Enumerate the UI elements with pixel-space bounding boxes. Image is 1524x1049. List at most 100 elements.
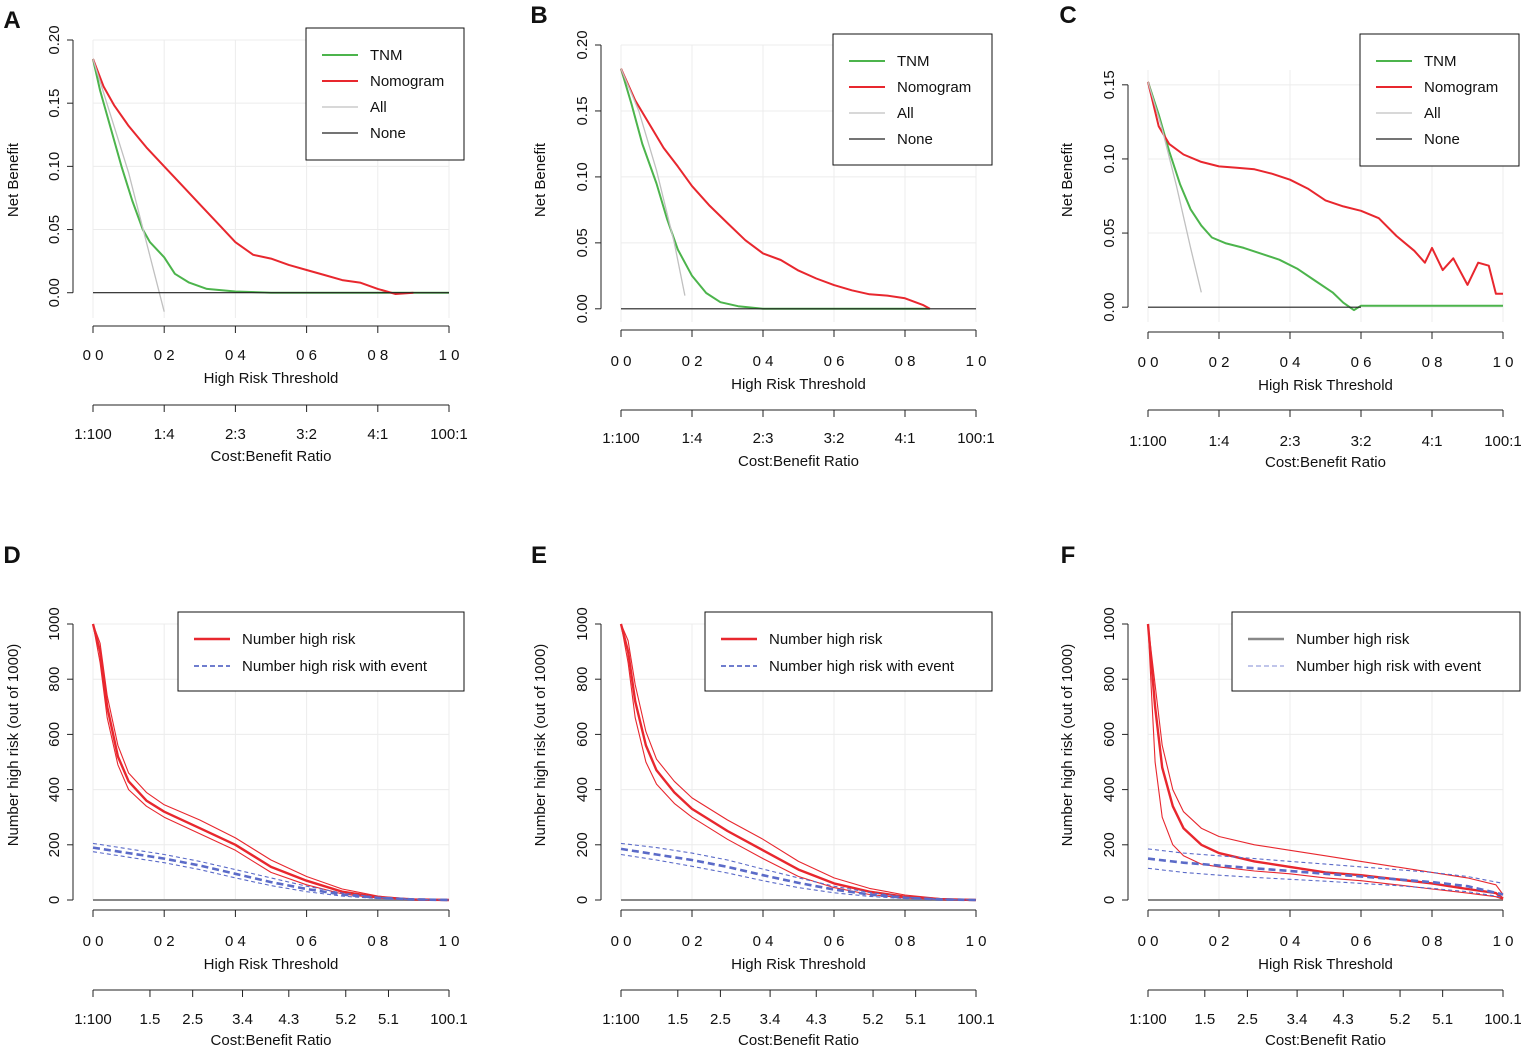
x-axis-title: High Risk Threshold <box>731 376 866 393</box>
ratio-tick-label: 2.5 <box>182 1011 203 1028</box>
ratio-tick-label: 3.4 <box>232 1011 253 1028</box>
ratio-tick-label: 1:4 <box>682 430 703 447</box>
legend: TNM Nomogram All None <box>1359 33 1520 167</box>
y-axis: 0.00 0.05 0.10 0.15 0.20 Net Benefit <box>5 25 74 307</box>
ratio-tick-label: 1:100 <box>602 1011 640 1028</box>
ratio-axis-title: Cost:Benefit Ratio <box>738 453 859 470</box>
x-axis-title: High Risk Threshold <box>731 956 866 973</box>
x-axis: 0 0 0 2 0 4 0 6 0 8 1 0 High Risk Threshold <box>1138 909 1513 973</box>
ratio-tick-label: 4:1 <box>1422 433 1443 450</box>
series-line-number-high-risk-with-event <box>92 846 450 902</box>
x-tick-label: 0 8 <box>367 933 388 950</box>
series-line-all <box>92 58 165 312</box>
y-tick-label: 800 <box>1101 667 1118 692</box>
x-axis: 0 0 0 2 0 4 0 6 0 8 1 0 High Risk Threshold <box>611 329 986 393</box>
series-line-number-high-risk-with-event-upper <box>1147 848 1504 884</box>
panel-f: F 0 200 400 600 800 1000 Number high risk (out … <box>1059 542 1522 1049</box>
ratio-axis: 1:100 1:4 2:3 3:2 4:1 100:1 Cost:Benefit Ratio <box>1129 409 1522 471</box>
y-axis: 0.00 0.05 0.10 0.15 Net Benefit <box>1059 70 1129 322</box>
panel-d: D 0 200 400 600 800 1000 Number high risk (out … <box>3 542 467 1049</box>
series-line-number-high-risk-with-event-lower <box>620 853 977 901</box>
y-axis: 0 200 400 600 800 1000 Number high risk (out o… <box>1059 607 1129 904</box>
x-tick-label: 0 6 <box>1351 933 1372 950</box>
panel-label: F <box>1061 542 1076 569</box>
x-tick-label: 0 4 <box>225 347 246 364</box>
y-tick-label: 0.20 <box>46 25 63 54</box>
y-tick-label: 0.00 <box>46 278 63 307</box>
ratio-tick-label: 5.2 <box>863 1011 884 1028</box>
y-tick-label: 0 <box>1101 896 1118 904</box>
y-tick-label: 0.00 <box>1101 293 1118 322</box>
x-axis: 0 0 0 2 0 4 0 6 0 8 1 0 High Risk Threshold <box>611 909 986 973</box>
series-line-number-high-risk-with-event-lower <box>1147 867 1504 898</box>
y-axis-title: Number high risk (out of 1000) <box>5 644 22 847</box>
series-group <box>619 623 977 902</box>
series-line-number-high-risk <box>1146 623 1504 900</box>
legend-label: Number high risk with event <box>242 658 428 675</box>
ratio-tick-label: 4:1 <box>367 426 388 443</box>
ratio-tick-label: 100:1 <box>957 430 995 447</box>
y-tick-label: 400 <box>1101 777 1118 802</box>
x-tick-label: 0 2 <box>682 933 703 950</box>
y-tick-label: 600 <box>46 722 63 747</box>
legend-label: Number high risk <box>769 631 883 648</box>
series-line-tnm <box>1147 81 1503 312</box>
ratio-tick-label: 3.4 <box>1287 1011 1308 1028</box>
panel-e: E 0 200 400 600 800 1000 Number high risk (out … <box>531 542 995 1049</box>
panel-label: D <box>3 542 20 569</box>
ratio-axis: 1:100 1.5 2.5 3.4 4.3 5.2 5.1 100.1 Cost:Benefit… <box>74 989 468 1049</box>
ratio-tick-label: 5.2 <box>1390 1011 1411 1028</box>
ratio-tick-label: 5.1 <box>378 1011 399 1028</box>
legend-label: TNM <box>1424 53 1457 70</box>
x-tick-label: 0 0 <box>611 933 632 950</box>
panel-label: C <box>1059 2 1076 29</box>
x-tick-label: 0 0 <box>1138 933 1159 950</box>
x-tick-label: 0 8 <box>1422 354 1443 371</box>
ratio-tick-label: 100.1 <box>1484 1011 1522 1028</box>
legend-box <box>305 27 465 161</box>
ratio-axis-title: Cost:Benefit Ratio <box>211 448 332 465</box>
x-tick-label: 0 0 <box>1138 354 1159 371</box>
x-tick-label: 0 0 <box>611 353 632 370</box>
x-tick-label: 0 4 <box>1280 933 1301 950</box>
legend-label: Nomogram <box>370 73 444 90</box>
x-tick-label: 0 6 <box>1351 354 1372 371</box>
ratio-axis: 1:100 1.5 2.5 3.4 4.3 5.2 5.1 100.1 Cost:Benefit… <box>602 989 995 1049</box>
series-line-number-high-risk-upper <box>620 623 977 901</box>
ratio-tick-label: 3.4 <box>760 1011 781 1028</box>
series-line-number-high-risk-with-event-lower <box>92 851 450 901</box>
x-axis-title: High Risk Threshold <box>1258 956 1393 973</box>
panel-c: C 0.00 0.05 0.10 0.15 Net Benefit 0 0 0 2 0 4 0 6… <box>1059 2 1522 471</box>
ratio-tick-label: 5.1 <box>905 1011 926 1028</box>
ratio-tick-label: 100:1 <box>430 426 468 443</box>
ratio-tick-label: 4.3 <box>278 1011 299 1028</box>
x-tick-label: 0 6 <box>296 933 317 950</box>
legend-label: Number high risk with event <box>769 658 955 675</box>
y-tick-label: 800 <box>46 667 63 692</box>
legend-label: None <box>370 125 406 142</box>
panel-label: A <box>3 7 20 34</box>
ratio-tick-label: 4.3 <box>806 1011 827 1028</box>
series-group <box>1147 81 1503 312</box>
ratio-tick-label: 1:100 <box>1129 1011 1167 1028</box>
legend-label: Number high risk with event <box>1296 658 1482 675</box>
ratio-tick-label: 4:1 <box>895 430 916 447</box>
series-group <box>1146 623 1504 900</box>
legend-label: Nomogram <box>897 79 971 96</box>
y-tick-label: 1000 <box>46 607 63 640</box>
x-axis-title: High Risk Threshold <box>1258 377 1393 394</box>
legend-label: All <box>370 99 387 116</box>
x-axis: 0 0 0 2 0 4 0 6 0 8 1 0 High Risk Threshold <box>83 325 459 387</box>
y-tick-label: 200 <box>1101 832 1118 857</box>
ratio-tick-label: 3:2 <box>1351 433 1372 450</box>
x-axis-title: High Risk Threshold <box>204 956 339 973</box>
y-axis-title: Net Benefit <box>5 142 22 217</box>
y-axis: 0 200 400 600 800 1000 Number high risk (out o… <box>5 607 74 904</box>
x-axis-title: High Risk Threshold <box>204 370 339 387</box>
ratio-axis-title: Cost:Benefit Ratio <box>1265 454 1386 471</box>
ratio-axis: 1:100 1.5 2.5 3.4 4.3 5.2 5.1 100.1 Cost:Benefit… <box>1129 989 1522 1049</box>
y-tick-label: 0.15 <box>46 89 63 118</box>
